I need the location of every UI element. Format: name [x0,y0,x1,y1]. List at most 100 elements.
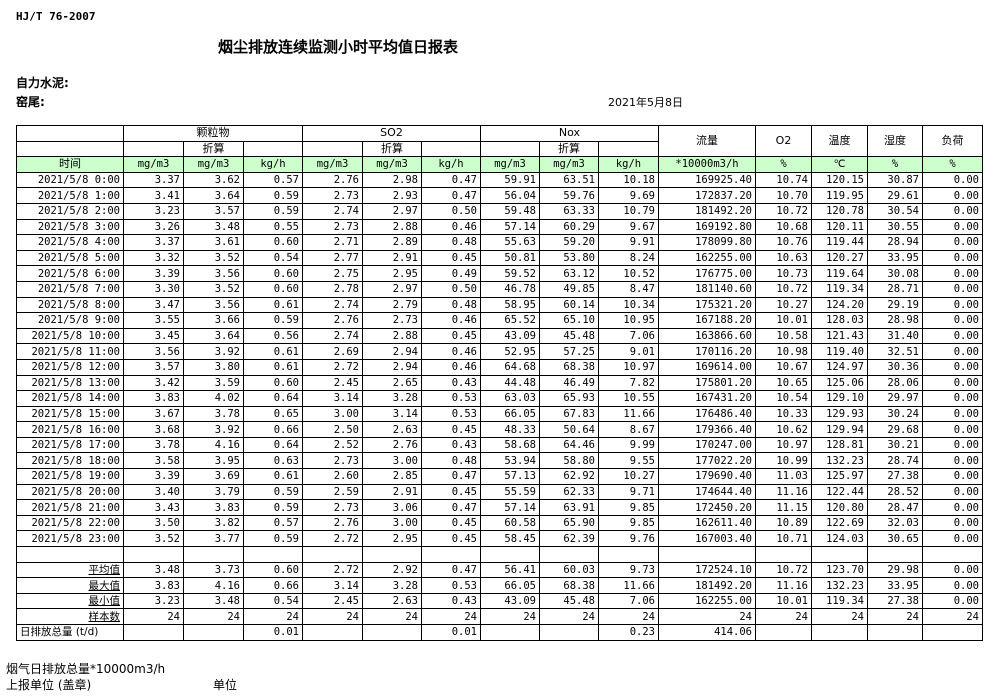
value-cell: 24 [658,608,756,625]
value-cell: 11.15 [755,499,812,516]
value-cell: 10.55 [598,390,659,407]
row-label: 样本数 [16,608,124,625]
value-cell: 9.85 [598,499,659,516]
value-cell: 10.95 [598,312,659,329]
value-cell: 45.48 [539,327,599,345]
value-cell: 28.52 [867,483,923,501]
value-cell [867,624,923,641]
value-cell: 0.00 [922,343,983,360]
value-cell: 3.39 [123,265,184,282]
value-cell: 29.68 [867,421,923,438]
blank-cell [480,140,540,158]
value-cell: 24 [539,608,599,625]
value-cell: 3.80 [183,358,244,376]
nox-converted-header: 折算 [539,140,599,158]
blank-cell [539,546,599,563]
value-cell: 176775.00 [658,265,756,282]
value-cell: 169614.00 [658,358,756,376]
table-row: 2021/5/8 16:00 3.68 3.92 0.66 2.50 2.63 0.45 48… [16,421,983,438]
value-cell: 10.01 [755,592,812,610]
value-cell: 30.36 [867,358,923,376]
value-cell: 10.73 [755,265,812,282]
value-cell: 59.52 [480,265,540,282]
value-cell: 0.65 [243,405,303,423]
row-label: 2021/5/8 7:00 [16,280,124,298]
value-cell: 63.91 [539,499,599,516]
value-cell: 8.24 [598,249,659,267]
value-cell: 3.64 [183,187,244,204]
table-row: 2021/5/8 6:00 3.39 3.56 0.60 2.75 2.95 0.49 59.… [16,265,983,282]
value-cell: 2.73 [302,187,363,204]
report-date: 2021年5月8日 [608,96,683,109]
value-cell: 121.43 [811,327,868,345]
value-cell: 0.00 [922,358,983,376]
value-cell: 3.43 [123,499,184,516]
value-cell: 0.57 [243,514,303,532]
value-cell: 58.68 [480,436,540,454]
summary-row: 平均值 3.48 3.73 0.60 2.72 2.92 0.47 56.41 60.03 9.7… [16,561,983,579]
table-row: 2021/5/8 4:00 3.37 3.61 0.60 2.71 2.89 0.48 55.… [16,234,983,251]
value-cell: 0.45 [421,421,481,438]
report-table: 颗粒物 SO2 Nox 流量 O2 温度 湿度 负荷 折算 折算 折算 时间 m… [16,124,983,641]
unit-cell: mg/m3 [362,156,422,173]
table-row: 2021/5/8 14:00 3.83 4.02 0.64 3.14 3.28 0.53 63… [16,390,983,407]
value-cell: 0.61 [243,343,303,360]
header-row-groups: 颗粒物 SO2 Nox 流量 O2 温度 湿度 负荷 [16,124,983,158]
row-label: 2021/5/8 12:00 [16,358,124,376]
value-cell: 9.85 [598,514,659,532]
value-cell: 0.53 [421,390,481,407]
value-cell: 3.77 [183,530,244,548]
table-row: 2021/5/8 3:00 3.26 3.48 0.55 2.73 2.88 0.46 57.… [16,218,983,236]
blank-row [16,546,983,563]
value-cell: 55.63 [480,234,540,251]
value-cell: 0.00 [922,390,983,407]
row-label: 2021/5/8 16:00 [16,421,124,438]
value-cell: 33.95 [867,249,923,267]
value-cell: 3.78 [123,436,184,454]
value-cell: 64.46 [539,436,599,454]
value-cell: 66.05 [480,405,540,423]
value-cell: 0.60 [243,374,303,392]
value-cell: 119.95 [811,187,868,204]
unit-cell: % [922,156,983,173]
value-cell: 0.59 [243,483,303,501]
value-cell: 167188.20 [658,312,756,329]
blank-cell [598,140,659,158]
value-cell: 2.98 [362,171,422,189]
value-cell: 129.94 [811,421,868,438]
value-cell: 2.85 [362,468,422,485]
blank-cell [362,546,422,563]
value-cell: 0.00 [922,234,983,251]
value-cell: 0.45 [421,530,481,548]
value-cell: 10.79 [598,202,659,220]
value-cell: 9.01 [598,343,659,360]
value-cell: 10.52 [598,265,659,282]
value-cell: 0.00 [922,187,983,204]
value-cell: 63.12 [539,265,599,282]
value-cell: 3.57 [183,202,244,220]
total-row: 日排放总量 (t/d) 0.01 0.01 0.23 414.06 [16,624,983,641]
value-cell: 167431.20 [658,390,756,407]
value-cell: 2.88 [362,327,422,345]
value-cell: 170116.20 [658,343,756,360]
row-label: 2021/5/8 8:00 [16,296,124,314]
value-cell: 163866.60 [658,327,756,345]
value-cell: 3.56 [123,343,184,360]
value-cell: 63.51 [539,171,599,189]
value-cell: 3.37 [123,171,184,189]
value-cell: 10.89 [755,514,812,532]
value-cell: 3.42 [123,374,184,392]
value-cell: 2.74 [302,202,363,220]
value-cell: 0.66 [243,421,303,438]
value-cell: 50.81 [480,249,540,267]
value-cell: 3.41 [123,187,184,204]
value-cell: 3.30 [123,280,184,298]
value-cell: 65.93 [539,390,599,407]
value-cell: 0.59 [243,202,303,220]
blank-cell [16,546,124,563]
value-cell: 30.54 [867,202,923,220]
value-cell: 2.75 [302,265,363,282]
value-cell: 10.27 [598,468,659,485]
value-cell: 0.59 [243,499,303,516]
value-cell: 46.49 [539,374,599,392]
